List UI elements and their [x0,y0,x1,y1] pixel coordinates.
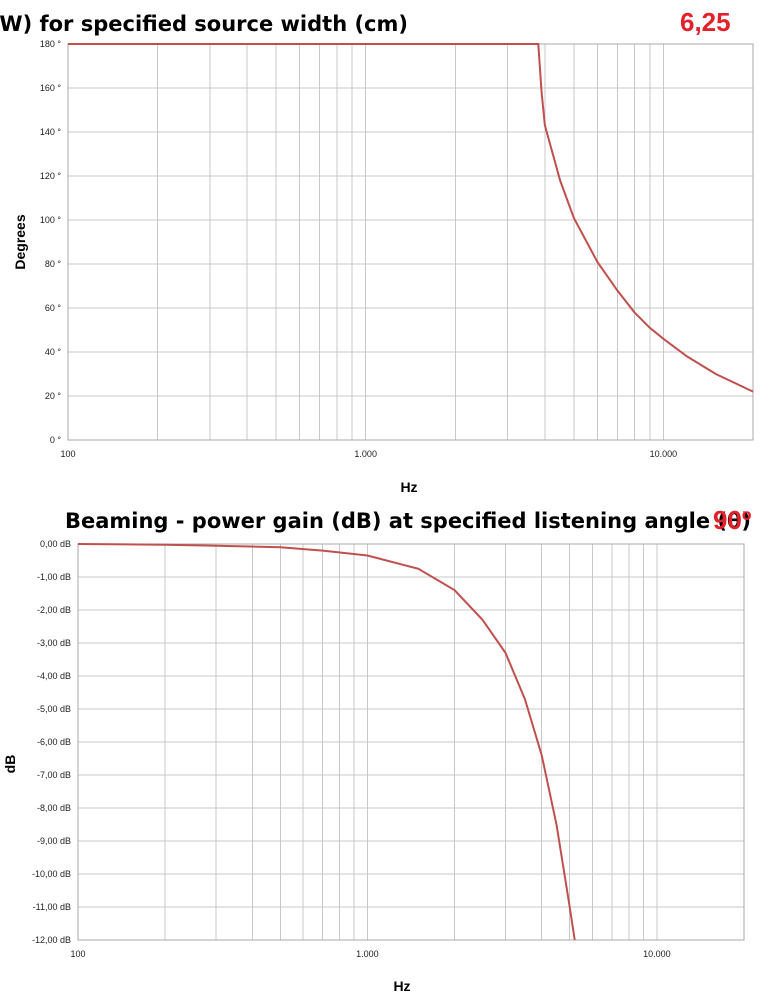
y-tick-label: 180 ° [40,39,62,49]
y-axis-label: Degrees [12,214,28,269]
y-tick-label: 20 ° [45,391,62,401]
y-tick-label: -8,00 dB [37,803,71,813]
x-tick-labels: 100 1.000 10.000 [60,449,677,459]
y-tick-labels: 0 ° 20 ° 40 ° 60 ° 80 ° 100 ° 120 ° 140 ° 160 ° 1… [40,39,62,445]
y-tick-label: 40 ° [45,347,62,357]
y-tick-label: 140 ° [40,127,62,137]
y-axis-label: dB [2,755,18,774]
y-tick-label: 100 ° [40,215,62,225]
chart-title: Beam Width (BW) for specified source wid… [0,12,408,36]
y-tick-label: -3,00 dB [37,638,71,648]
x-axis-label: Hz [393,978,410,994]
plot-frame [77,543,745,941]
beam-width-chart: Beam Width (BW) for specified source wid… [0,7,754,495]
series-line [77,543,576,941]
x-tick-label: 1.000 [356,949,379,959]
x-axis-label: Hz [400,479,417,495]
x-tick-labels: 100 1.000 10.000 [70,949,670,959]
y-tick-label: -11,00 dB [33,902,71,912]
series-layer [68,43,754,393]
y-tick-label: -5,00 dB [37,704,71,714]
y-tick-label: 60 ° [45,303,62,313]
grid [67,43,754,441]
series-line [68,43,754,393]
y-tick-label: -1,00 dB [37,572,71,582]
series-layer [77,543,576,941]
y-tick-label: -4,00 dB [37,671,71,681]
x-tick-label: 1.000 [354,449,377,459]
x-tick-label: 100 [70,949,85,959]
y-tick-label: 0 ° [50,435,62,445]
chart-title-value: 6,25 [680,7,731,37]
chart-title-value: 90º [713,505,752,535]
x-tick-label: 10.000 [643,949,671,959]
y-tick-label: -12,00 dB [32,935,71,945]
grid [77,543,745,941]
y-tick-label: -9,00 dB [37,836,71,846]
y-tick-label: -6,00 dB [37,737,71,747]
y-tick-labels: 0,00 dB -1,00 dB -2,00 dB -3,00 dB -4,00 dB -… [32,539,71,945]
y-tick-label: 80 ° [45,259,62,269]
chart-title: Beaming - power gain (dB) at specified l… [65,509,751,533]
y-tick-label: 120 ° [40,171,62,181]
y-tick-label: -7,00 dB [37,770,71,780]
y-tick-label: 160 ° [40,83,62,93]
x-tick-label: 100 [60,449,75,459]
x-tick-label: 10.000 [650,449,678,459]
y-tick-label: -2,00 dB [37,605,71,615]
beaming-power-gain-chart: Beaming - power gain (dB) at specified l… [2,505,752,994]
y-tick-label: 0,00 dB [40,539,71,549]
y-tick-label: -10,00 dB [32,869,71,879]
